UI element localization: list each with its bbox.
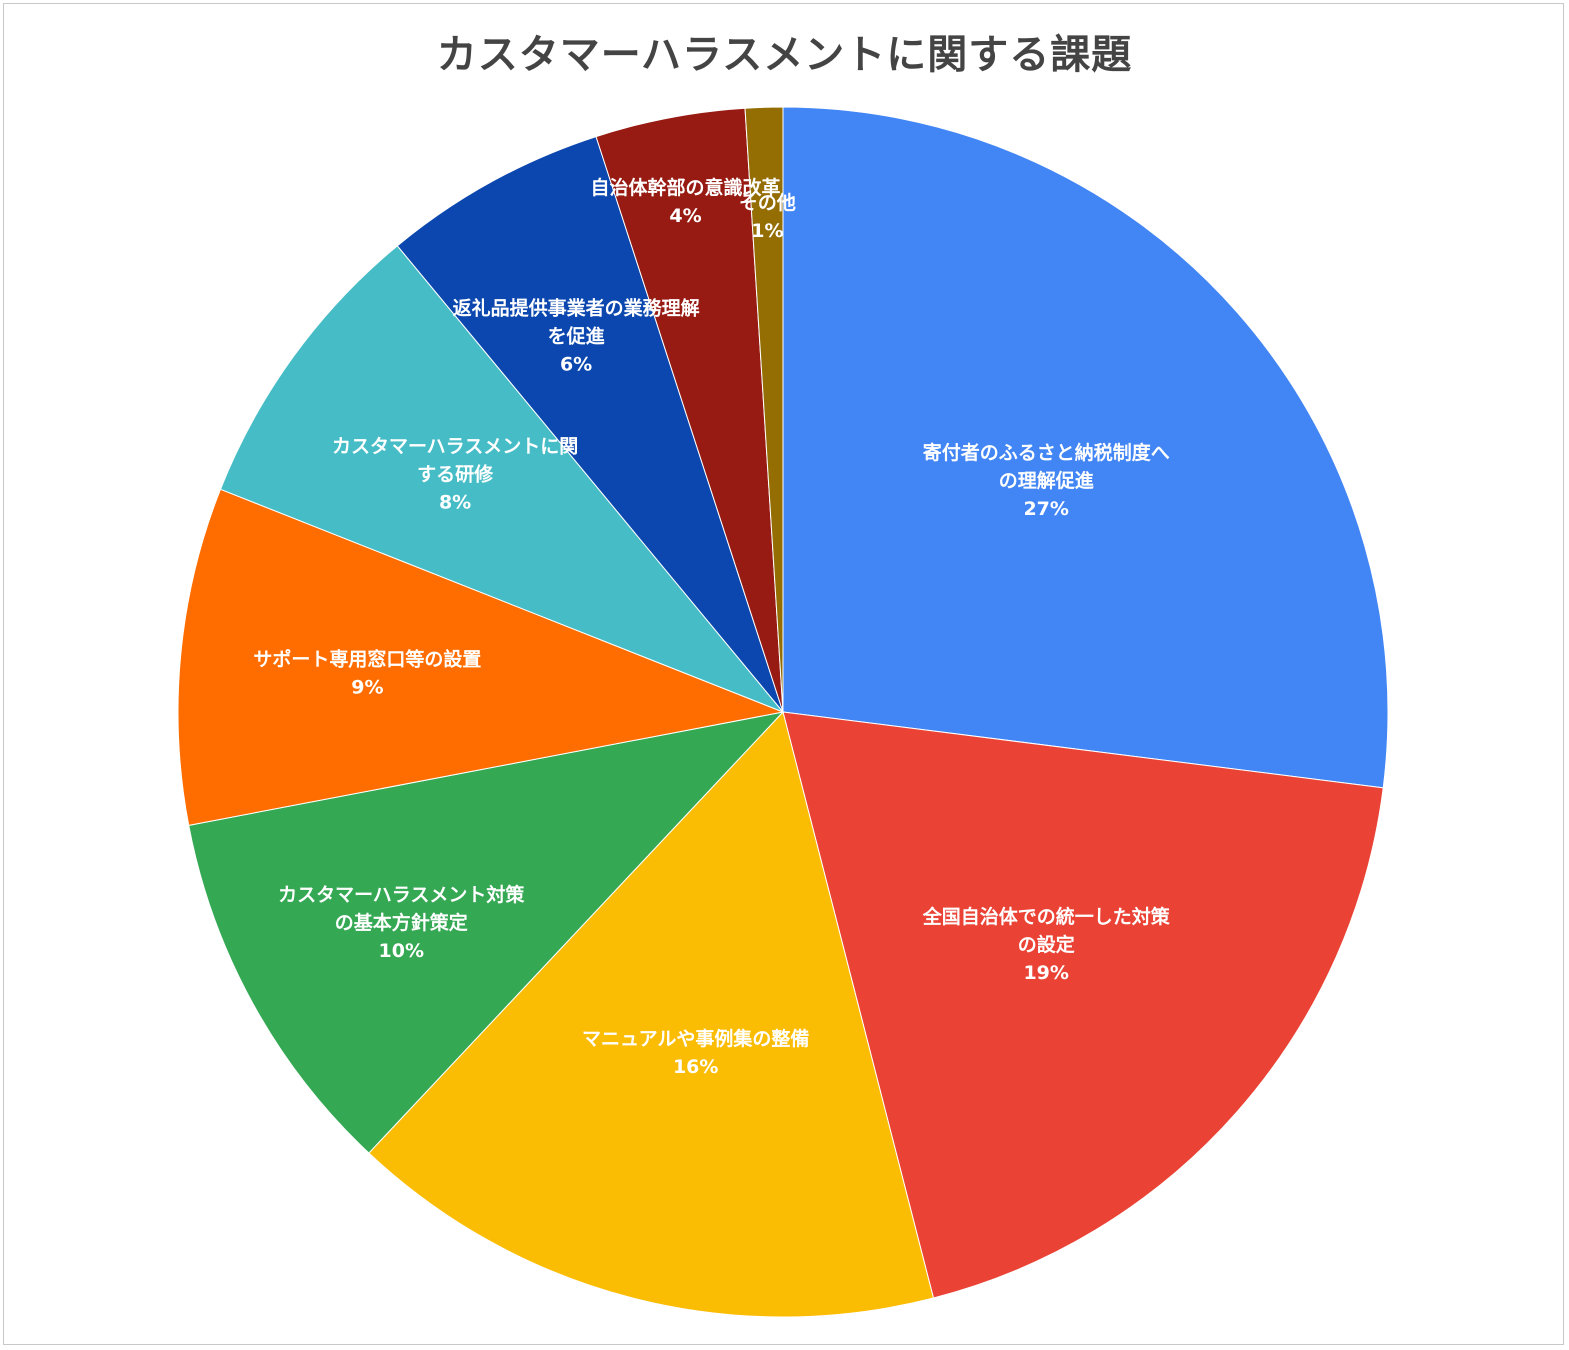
slice-category-label: マニュアルや事例集の整備 — [582, 1027, 809, 1050]
pie-slice-9[interactable] — [744, 106, 784, 713]
slice-category-label: カスタマーハラスメント対策 — [278, 883, 525, 906]
slice-percent-label: 6% — [560, 354, 592, 376]
slice-category-label: する研修 — [417, 463, 494, 486]
slice-percent-label: 4% — [669, 205, 701, 227]
slice-category-label: その他 — [739, 191, 796, 214]
slice-label-1: 寄付者のふるさと納税制度への理解促進 27% — [923, 441, 1170, 520]
slice-category-label: の基本方針策定 — [335, 911, 468, 934]
slice-percent-label: 8% — [439, 492, 471, 514]
pie-slice-3[interactable] — [368, 710, 935, 1318]
slice-percent-label: 19% — [1023, 962, 1068, 984]
slice-label-4: カスタマーハラスメント対策の基本方針策定 10% — [278, 883, 525, 962]
pie-slice-2[interactable] — [782, 711, 1384, 1299]
slice-category-label: 自治体幹部の意識改革 — [590, 176, 780, 199]
slice-percent-label: 10% — [379, 940, 424, 962]
slice-category-label: を促進 — [548, 325, 605, 348]
slice-percent-label: 27% — [1023, 498, 1068, 520]
chart-title: カスタマーハラスメントに関する課題 — [436, 32, 1133, 78]
pie-labels: 寄付者のふるさと納税制度への理解促進 27% 全国自治体での統一した対策の設定 19%… — [253, 176, 1170, 1078]
slice-category-label: カスタマーハラスメントに関 — [332, 436, 578, 458]
pie-slice-4[interactable] — [188, 711, 785, 1154]
slice-label-9: その他 1% — [739, 191, 796, 242]
slice-percent-label: 16% — [673, 1056, 718, 1078]
pie-slice-6[interactable] — [219, 245, 784, 713]
slice-label-3: マニュアルや事例集の整備 16% — [582, 1027, 809, 1078]
slice-category-label: 全国自治体での統一した対策 — [922, 905, 1171, 928]
pie-slice-5[interactable] — [177, 488, 785, 826]
slice-percent-label: 9% — [351, 677, 383, 699]
slice-label-6: カスタマーハラスメントに関する研修 8% — [332, 436, 578, 514]
slice-label-5: サポート専用窓口等の設置 9% — [253, 648, 481, 699]
slice-category-label: の設定 — [1018, 933, 1075, 956]
slice-category-label: 寄付者のふるさと納税制度へ — [923, 441, 1170, 464]
slice-category-label: サポート専用窓口等の設置 — [253, 648, 481, 671]
slice-label-2: 全国自治体での統一した対策の設定 19% — [922, 905, 1171, 984]
pie-slices — [177, 106, 1389, 1318]
slice-percent-label: 1% — [751, 220, 783, 242]
slice-category-label: の理解促進 — [999, 469, 1094, 492]
slice-category-label: 返礼品提供事業者の業務理解 — [453, 297, 700, 320]
pie-slice-7[interactable] — [396, 135, 784, 713]
slice-label-8: 自治体幹部の意識改革 4% — [590, 176, 780, 227]
slice-label-7: 返礼品提供事業者の業務理解を促進 6% — [453, 297, 700, 376]
pie-slice-1[interactable] — [782, 106, 1389, 789]
